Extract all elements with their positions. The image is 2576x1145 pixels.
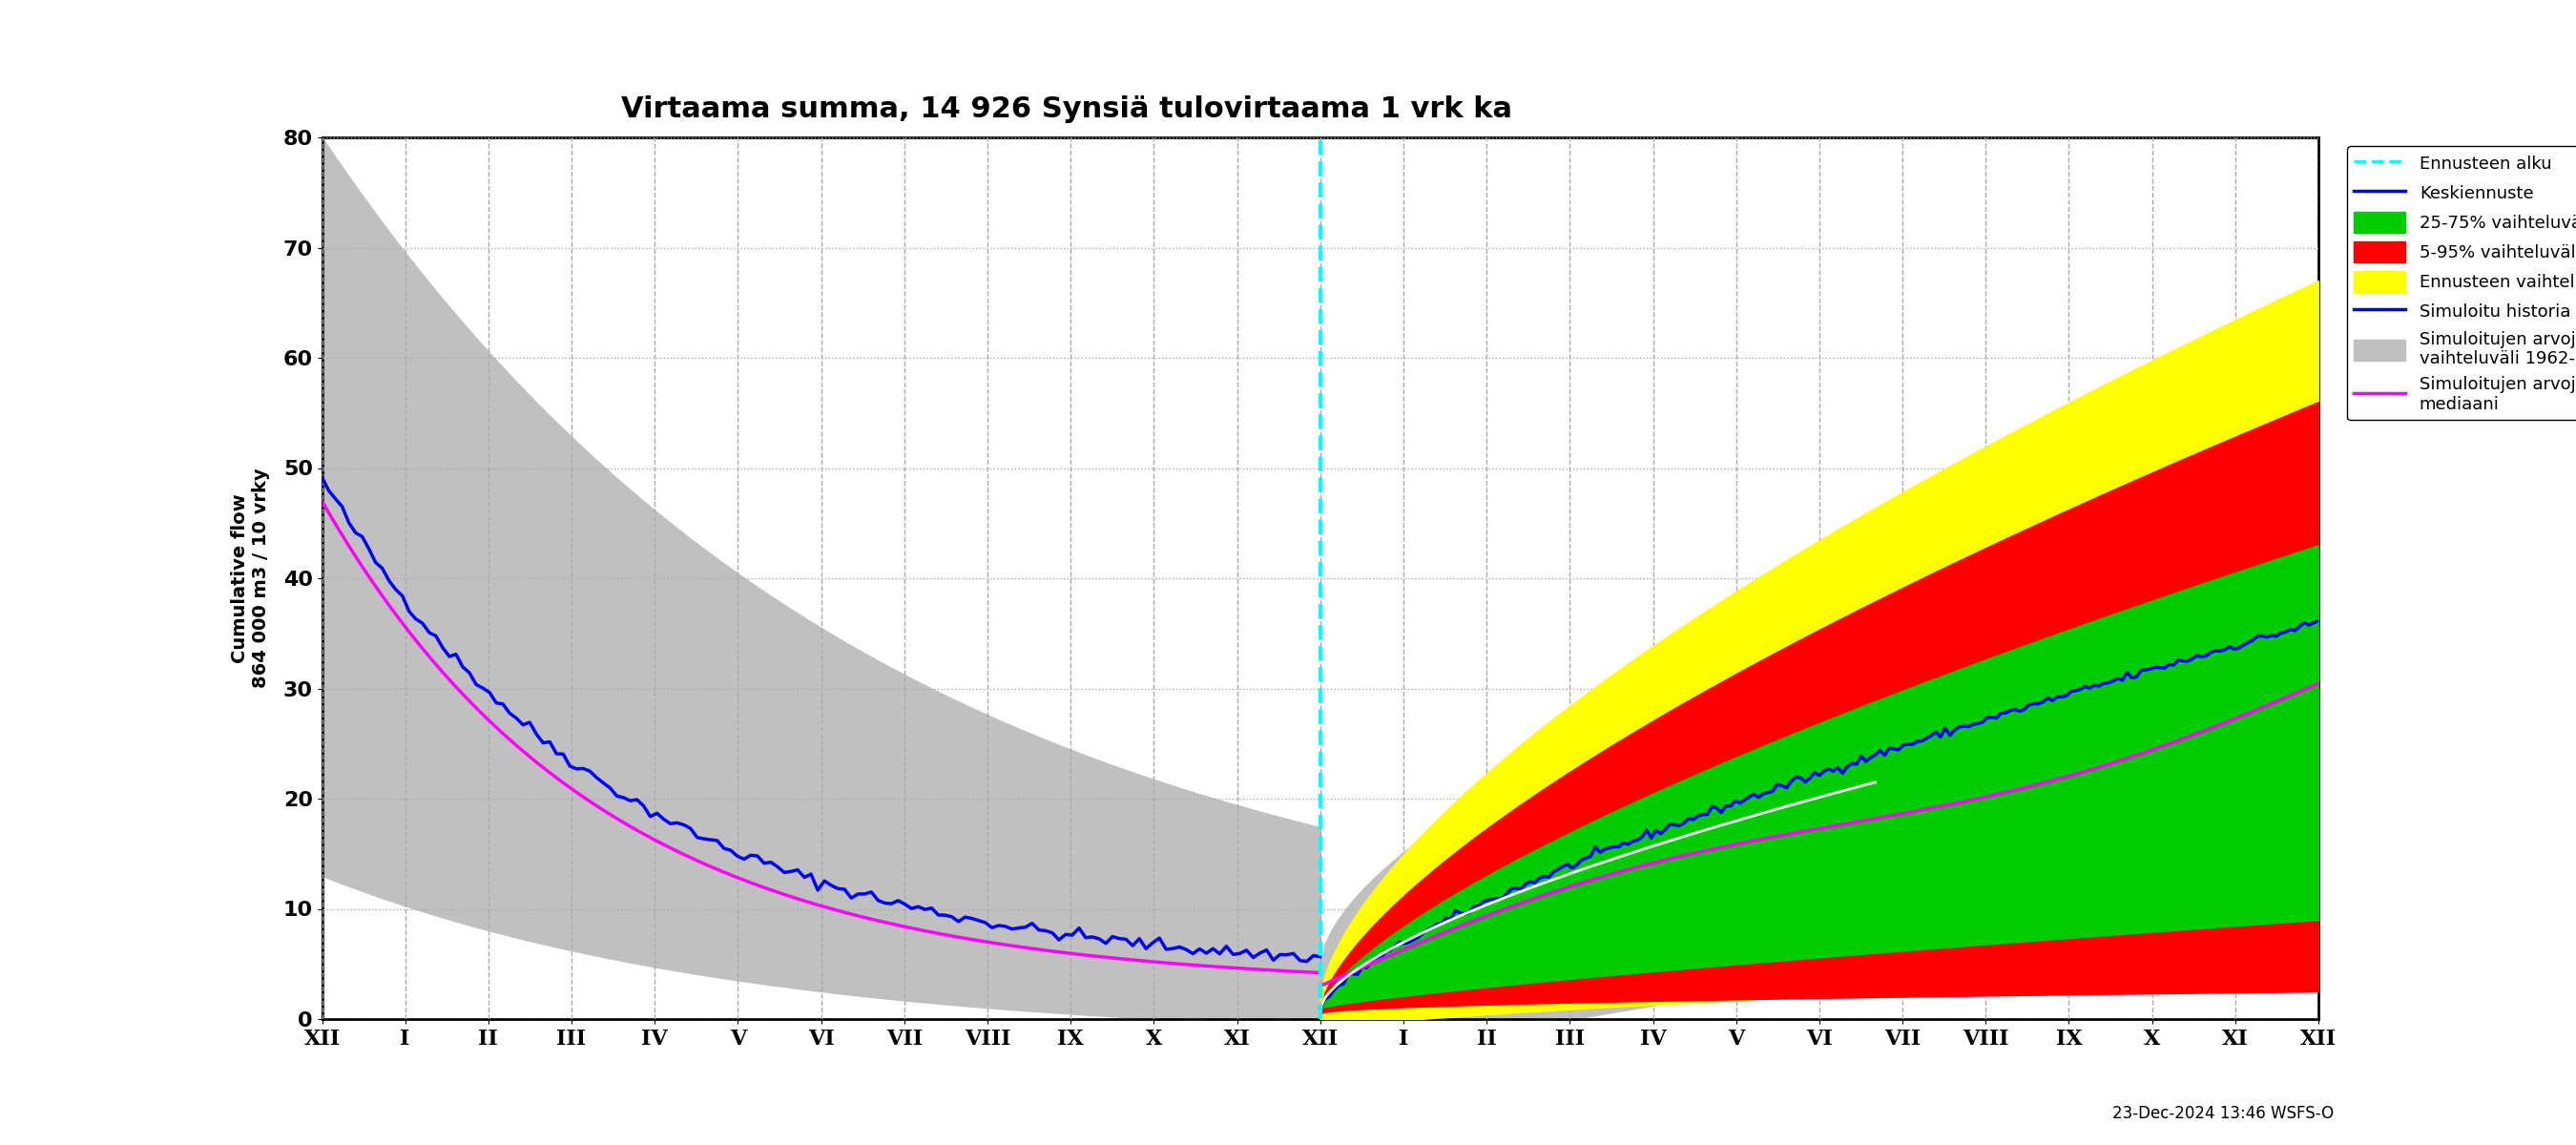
Y-axis label: Cumulative flow
864 000 m3 / 10 vrky: Cumulative flow 864 000 m3 / 10 vrky — [232, 468, 270, 688]
Legend: Ennusteen alku, Keskiennuste, 25-75% vaihteluväli, 5-95% vaihteluväli, Ennusteen: Ennusteen alku, Keskiennuste, 25-75% vai… — [2347, 147, 2576, 420]
Text: Virtaama summa, 14 926 Synsiä tulovirtaama 1 vrk ka: Virtaama summa, 14 926 Synsiä tulovirtaa… — [621, 95, 1512, 124]
Text: 23-Dec-2024 13:46 WSFS-O: 23-Dec-2024 13:46 WSFS-O — [2112, 1105, 2334, 1122]
